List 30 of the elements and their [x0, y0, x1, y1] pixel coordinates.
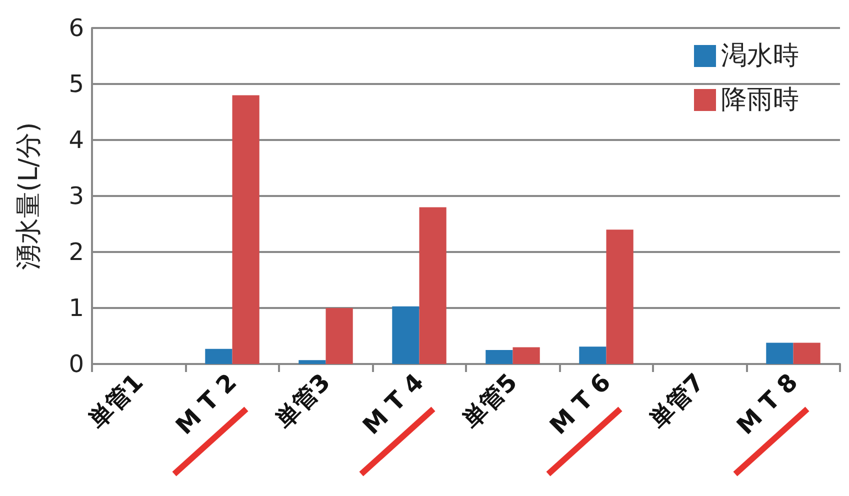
x-tick-label: M T 6 [544, 368, 616, 440]
legend-label: 渇水時 [721, 41, 799, 71]
x-tick-label: 単管7 [643, 368, 710, 434]
x-tick-label: 単管5 [456, 368, 523, 434]
y-tick-label: 3 [68, 182, 84, 210]
x-tick-label: 単管1 [82, 368, 149, 434]
y-tick-label: 5 [68, 70, 84, 98]
x-tick-label: 単管3 [269, 368, 336, 434]
x-tick-label: M T 4 [357, 368, 430, 440]
bar [232, 95, 260, 364]
bar [606, 230, 634, 364]
bar [419, 207, 446, 364]
y-tick-label: 0 [68, 350, 84, 378]
bar [793, 342, 820, 364]
bar [486, 350, 513, 364]
bar [205, 348, 232, 364]
y-tick-label: 2 [68, 238, 84, 266]
y-axis-title: 湧水量(L/分) [14, 122, 44, 270]
x-tick-label: M T 2 [170, 368, 242, 440]
bar [766, 342, 794, 364]
y-tick-label: 1 [68, 294, 84, 322]
bar [298, 360, 326, 364]
y-tick-label: 6 [68, 14, 84, 42]
bar [326, 308, 353, 364]
bar [579, 346, 606, 364]
bar [392, 306, 420, 364]
legend-label: 降雨時 [721, 85, 799, 115]
bar [512, 347, 540, 364]
x-tick-label: M T 8 [731, 368, 804, 440]
y-tick-label: 4 [68, 126, 84, 154]
